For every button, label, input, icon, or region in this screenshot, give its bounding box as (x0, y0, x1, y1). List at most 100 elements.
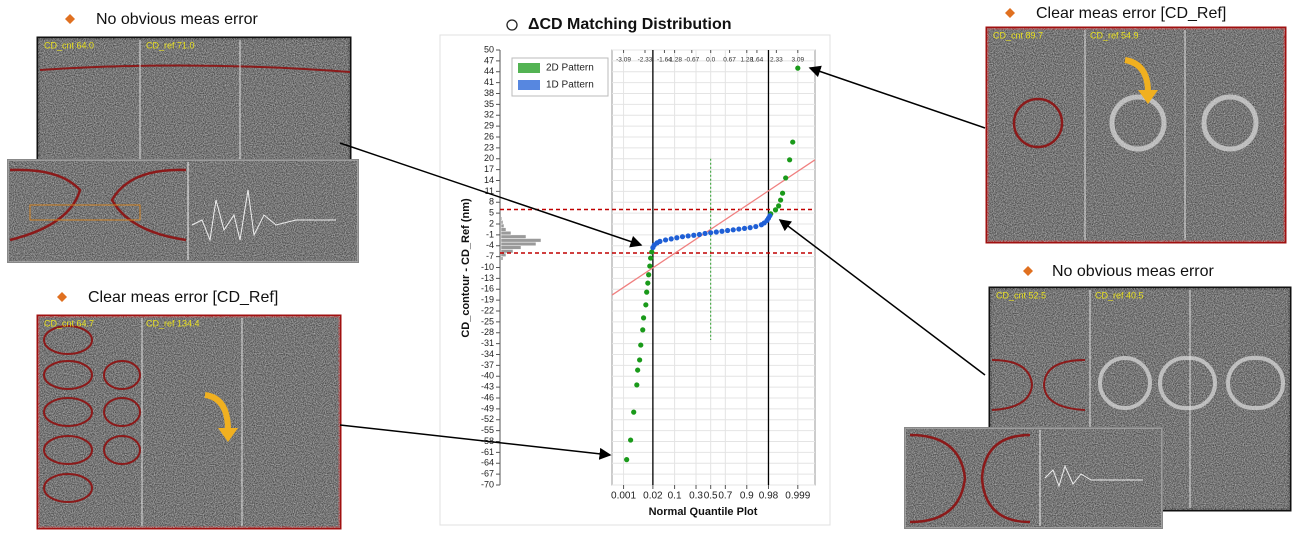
legend-label: 1D Pattern (546, 80, 594, 91)
feature (1201, 94, 1259, 152)
profile (191, 189, 336, 242)
y-tick-label: -19 (481, 295, 494, 305)
y-tick-label: -43 (481, 382, 494, 392)
x2-tick-label: -1.28 (667, 57, 682, 64)
y-tick-label: 47 (484, 55, 494, 65)
data-point (713, 229, 719, 235)
arrow (339, 424, 612, 460)
meas-label: CD_cnt 64.0 (44, 40, 94, 50)
data-point (645, 280, 651, 286)
y-tick-label: -4 (486, 240, 494, 250)
x-tick-label: 0.001 (611, 491, 636, 502)
meas-label: CD_cnt 52.5 (996, 290, 1046, 300)
contour (1012, 97, 1064, 149)
y-tick-label: -10 (481, 262, 494, 272)
y-tick-label: -70 (481, 479, 494, 489)
y-tick-label: -31 (481, 338, 494, 348)
data-point (730, 227, 736, 233)
y-tick-label: 35 (484, 99, 494, 109)
data-point (741, 225, 748, 231)
x-tick-label: 0.999 (785, 491, 810, 502)
sem-noise (8, 160, 358, 262)
meas-label: CD_ref 54.9 (1090, 30, 1139, 40)
y-tick-label: -37 (481, 360, 494, 370)
data-point (674, 235, 680, 241)
y-tick-label: 20 (484, 153, 494, 163)
histogram-bar (500, 234, 527, 239)
title-bullet (506, 19, 518, 31)
histogram-bar (500, 231, 512, 236)
y-tick-label: -49 (481, 403, 494, 413)
data-point (702, 230, 708, 237)
y-tick-label: 29 (484, 121, 494, 131)
data-point (783, 175, 789, 181)
y-tick-label: -64 (481, 458, 494, 468)
y-tick-label: -1 (486, 229, 494, 239)
data-point (628, 437, 634, 443)
x-tick-label: 0.02 (643, 491, 663, 502)
sem-panel: Clear meas error [CD_Ref] CD_cnt 64.7 CD… (36, 289, 342, 530)
histogram-bar (500, 241, 537, 246)
data-point (778, 197, 784, 203)
bullet (1023, 266, 1033, 276)
sem-panel: No obvious meas error CD_cnt 64.0 CD_ref… (7, 11, 359, 263)
y-tick-label: -16 (481, 284, 494, 294)
x-tick-label: 0.5 (704, 491, 718, 502)
y-tick-label: -67 (481, 469, 494, 479)
y-tick-label: 26 (484, 131, 494, 141)
meas-label: CD_ref 134.4 (146, 318, 200, 328)
legend-label: 2D Pattern (546, 63, 594, 74)
x2-tick-label: 1.64 (751, 57, 764, 64)
contour (991, 359, 1086, 411)
histogram-bar (500, 227, 507, 232)
y-tick-label: 5 (489, 208, 494, 218)
data-point (648, 255, 654, 261)
features (1098, 356, 1285, 410)
caption: No obvious meas error (96, 11, 259, 28)
sem-panel: Clear meas error [CD_Ref] CD_cnt 89.7 CD… (985, 5, 1287, 244)
y-tick-label: 2 (489, 218, 494, 228)
data-point (647, 263, 653, 269)
x2-tick-label: 0.0 (706, 57, 715, 64)
histogram-bar (500, 238, 542, 243)
y-tick-label: -13 (481, 273, 494, 283)
data-point (640, 327, 646, 333)
data-point (662, 237, 669, 243)
meas-label: CD_ref 71.0 (146, 40, 195, 50)
contour (9, 168, 82, 242)
y-tick-label: -34 (481, 349, 494, 359)
arrows (339, 65, 986, 460)
data-point (644, 289, 650, 295)
plot: 5047444138353229262320171411852-1-4-7-10… (481, 44, 816, 502)
legend-swatch (518, 80, 540, 90)
y-tick-label: -61 (481, 447, 494, 457)
caption: Clear meas error [CD_Ref] (88, 289, 278, 306)
data-point (736, 226, 742, 232)
data-point (776, 203, 782, 209)
caption: No obvious meas error (1052, 263, 1215, 280)
data-point (767, 213, 773, 219)
y-tick-label: 50 (484, 44, 494, 54)
highlight-arrow-head (218, 428, 238, 442)
data-point (640, 315, 647, 321)
arrow (778, 219, 986, 376)
contour (909, 433, 1031, 524)
data-point (772, 207, 779, 213)
data-point (790, 139, 796, 145)
meas-label: CD_cnt 64.7 (44, 318, 94, 328)
x2-tick-label: -2.33 (638, 57, 653, 64)
x2-tick-label: -3.09 (616, 57, 631, 64)
chart-title: ΔCD Matching Distribution (528, 16, 731, 33)
data-point (634, 382, 640, 388)
y-tick-label: -46 (481, 392, 494, 402)
histogram-bar (500, 245, 522, 250)
y-tick-label: 32 (484, 110, 494, 120)
data-point (657, 238, 663, 244)
data-point (795, 65, 801, 71)
data-point (747, 225, 753, 231)
y-tick-label: -55 (481, 425, 494, 435)
x2-tick-label: -0.67 (684, 57, 699, 64)
data-point (638, 342, 644, 348)
histogram-bar (500, 256, 504, 261)
x-axis-label: Normal Quantile Plot (649, 506, 758, 518)
